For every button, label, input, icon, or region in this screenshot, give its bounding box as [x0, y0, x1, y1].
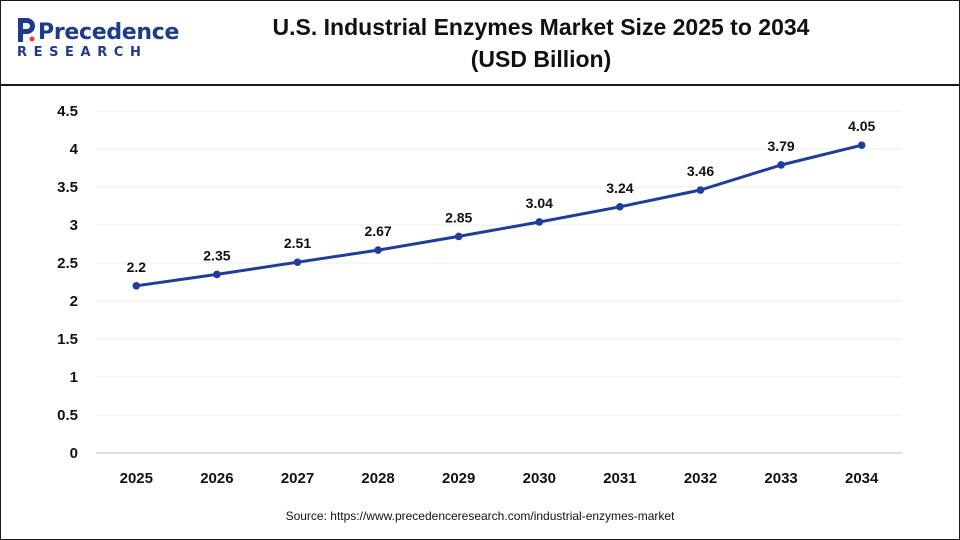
data-points: [132, 141, 866, 290]
data-point: [132, 282, 141, 290]
data-point: [293, 258, 302, 267]
brand-name: Precedence: [38, 20, 180, 45]
data-label: 2.67: [364, 223, 391, 239]
series-line: [136, 143, 863, 288]
x-tick-label: 2028: [361, 470, 394, 487]
chart-title-line2: (USD Billion): [470, 46, 612, 72]
data-point: [857, 141, 866, 149]
brand-subtitle: RESEARCH: [17, 45, 148, 60]
x-tick-label: 2027: [281, 470, 314, 487]
logo-main: Precedence: [15, 15, 179, 45]
y-tick-labels: 0 0.5 1 1.5 2 2.5 3 3.5 4 4.5: [57, 103, 79, 462]
gridlines: [96, 110, 902, 416]
chart-title: U.S. Industrial Enzymes Market Size 2025…: [231, 11, 851, 75]
y-tick-label: 4: [70, 141, 79, 158]
data-label: 2.85: [445, 209, 472, 225]
source-note: Source: https://www.precedenceresearch.c…: [285, 509, 675, 523]
x-tick-label: 2030: [523, 470, 556, 487]
data-label: 2.51: [284, 235, 311, 251]
data-point: [777, 161, 785, 169]
header: Precedence RESEARCH U.S. Industrial Enzy…: [1, 1, 959, 84]
logo-p-icon: [18, 18, 35, 42]
y-tick-label: 1.5: [57, 331, 78, 348]
x-tick-labels: 2025 2026 2027 2028 2029 2030 2031 2032 2033 2034: [120, 470, 879, 487]
data-labels: 2.2 2.35 2.51 2.67 2.85 3.04 3.24 3.46 3.79 4.05: [127, 118, 876, 275]
data-point: [616, 202, 624, 211]
data-label: 3.46: [687, 163, 714, 179]
data-point: [374, 246, 382, 254]
data-label: 3.04: [526, 195, 553, 211]
brand-logo: Precedence RESEARCH: [15, 15, 179, 65]
y-tick-label: 3.5: [57, 179, 78, 196]
data-label: 3.79: [767, 138, 794, 154]
x-tick-label: 2029: [442, 470, 475, 487]
x-tick-label: 2026: [200, 470, 233, 487]
x-tick-label: 2033: [764, 470, 797, 487]
series-line-layer: [136, 143, 863, 288]
data-label: 2.35: [203, 247, 230, 263]
data-label: 2.2: [127, 259, 147, 275]
y-tick-label: 2: [70, 293, 78, 310]
data-point: [535, 218, 544, 226]
y-tick-label: 3: [70, 217, 78, 234]
x-tick-label: 2025: [120, 470, 153, 487]
header-divider: [0, 84, 960, 86]
y-tick-label: 4.5: [57, 103, 78, 120]
y-tick-label: 2.5: [57, 255, 78, 272]
chart-title-line1: U.S. Industrial Enzymes Market Size 2025…: [272, 14, 810, 40]
x-tick-label: 2032: [684, 470, 717, 487]
data-label: 3.24: [606, 180, 633, 196]
data-point: [696, 186, 705, 194]
x-tick-label: 2034: [845, 470, 879, 487]
y-tick-label: 1: [70, 369, 78, 386]
data-point: [454, 232, 463, 241]
y-tick-label: 0.5: [57, 407, 78, 424]
y-tick-label: 0: [70, 445, 78, 462]
data-point: [213, 270, 221, 279]
data-label: 4.05: [848, 118, 875, 134]
x-tick-label: 2031: [603, 470, 636, 487]
